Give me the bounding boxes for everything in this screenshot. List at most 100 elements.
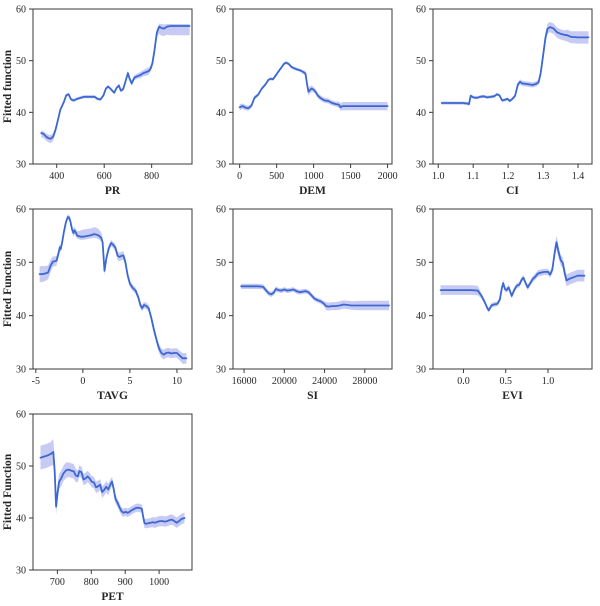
y-tick-label: 40 xyxy=(416,311,426,322)
y-tick-label: 60 xyxy=(16,205,26,216)
subplot-tavg: -5 0 5 10 30 40 50 60 TAVG Fitted Function xyxy=(0,200,200,405)
x-axis-title: PET xyxy=(101,591,124,603)
confidence-band xyxy=(39,214,187,364)
y-tick-label: 40 xyxy=(216,108,226,119)
plot-frame xyxy=(432,208,593,370)
y-tick-label: 30 xyxy=(16,160,26,171)
chart-pr: 400 600 800 30 40 50 60 PR Fitted function xyxy=(2,5,193,197)
y-tick-label: 50 xyxy=(416,258,426,269)
x-tick-label: 5 xyxy=(127,376,132,387)
subplot-ci: 1.0 1.1 1.2 1.3 1.4 30 40 50 60 CI xyxy=(400,0,600,200)
x-tick-label: 1000 xyxy=(149,577,169,588)
x-axis-title: TAVG xyxy=(97,390,128,402)
y-tick-label: 30 xyxy=(216,365,226,376)
x-tick-label: 24000 xyxy=(312,376,337,387)
x-tick-label: 1.2 xyxy=(502,171,514,182)
x-tick-label: -5 xyxy=(32,376,40,387)
y-tick-label: 30 xyxy=(416,160,426,171)
y-axis-title: Fitted Function xyxy=(2,250,14,327)
x-tick-label: 1.1 xyxy=(467,171,480,182)
x-tick-label: 900 xyxy=(118,577,133,588)
x-tick-label: 800 xyxy=(144,171,159,182)
x-tick-label: 0 xyxy=(80,376,85,387)
x-axis-title: SI xyxy=(307,390,318,402)
x-tick-label: 500 xyxy=(269,171,284,182)
trend-line xyxy=(39,451,186,525)
x-tick-label: 20000 xyxy=(272,376,297,387)
x-tick-label: 0.0 xyxy=(457,376,470,387)
x-axis-title: EVI xyxy=(502,390,523,402)
subplot-pr: 400 600 800 30 40 50 60 PR Fitted function xyxy=(0,0,200,200)
y-tick-label: 40 xyxy=(16,311,26,322)
plot-frame xyxy=(32,413,193,571)
y-tick-label: 50 xyxy=(216,258,226,269)
y-tick-label: 60 xyxy=(416,205,426,216)
y-tick-label: 50 xyxy=(416,56,426,67)
chart-dem: 0 500 1000 1500 2000 30 40 50 60 DEM xyxy=(216,5,398,198)
chart-tavg: -5 0 5 10 30 40 50 60 TAVG Fitted Function xyxy=(2,205,193,402)
trend-line xyxy=(240,285,390,308)
y-tick-label: 40 xyxy=(16,514,26,525)
x-tick-label: 1.3 xyxy=(537,171,550,182)
x-tick-label: 1.0 xyxy=(432,171,445,182)
plot-frame xyxy=(232,208,393,370)
trend-line xyxy=(38,216,188,360)
plot-frame xyxy=(32,208,193,370)
plot-frame xyxy=(232,8,393,165)
confidence-band xyxy=(239,61,388,111)
x-tick-label: 1.0 xyxy=(542,376,555,387)
y-tick-label: 30 xyxy=(16,566,26,577)
y-tick-label: 60 xyxy=(216,5,226,16)
confidence-band xyxy=(440,235,585,313)
trend-line xyxy=(440,26,590,105)
x-axis-title: PR xyxy=(105,185,121,197)
trend-line xyxy=(439,241,586,312)
x-tick-label: 700 xyxy=(50,577,65,588)
y-tick-label: 30 xyxy=(416,365,426,376)
x-tick-label: 0.5 xyxy=(499,376,512,387)
y-tick-label: 60 xyxy=(416,5,426,16)
y-tick-label: 60 xyxy=(16,410,26,421)
y-tick-label: 50 xyxy=(216,56,226,67)
y-axis-title: Fitted Function xyxy=(2,453,14,530)
x-tick-label: 0 xyxy=(237,171,242,182)
empty-cell xyxy=(400,405,600,606)
y-tick-label: 30 xyxy=(16,365,26,376)
chart-ci: 1.0 1.1 1.2 1.3 1.4 30 40 50 60 CI xyxy=(416,5,593,197)
chart-evi: 0.0 0.5 1.0 30 40 50 60 EVI xyxy=(416,205,593,402)
x-tick-label: 400 xyxy=(49,171,64,182)
subplot-evi: 0.0 0.5 1.0 30 40 50 60 EVI xyxy=(400,200,600,405)
chart-pet: 700 800 900 1000 30 40 50 60 PET Fitted Function xyxy=(2,410,193,603)
plot-frame xyxy=(432,8,593,165)
y-tick-label: 40 xyxy=(16,108,26,119)
empty-cell xyxy=(200,405,400,606)
plot-frame xyxy=(32,8,193,165)
x-tick-label: 16000 xyxy=(232,376,257,387)
trend-line xyxy=(40,25,191,140)
y-tick-label: 30 xyxy=(216,160,226,171)
y-axis-title: Fitted function xyxy=(2,49,14,123)
y-tick-label: 60 xyxy=(216,205,226,216)
x-tick-label: 1000 xyxy=(304,171,324,182)
subplot-pet: 700 800 900 1000 30 40 50 60 PET Fitted Function xyxy=(0,405,200,606)
confidence-band xyxy=(41,23,190,144)
subplot-dem: 0 500 1000 1500 2000 30 40 50 60 DEM xyxy=(200,0,400,200)
y-tick-label: 40 xyxy=(416,108,426,119)
x-tick-label: 1.4 xyxy=(572,171,585,182)
y-tick-label: 50 xyxy=(16,258,26,269)
y-tick-label: 50 xyxy=(16,56,26,67)
chart-si: 16000 20000 24000 28000 30 40 50 60 SI xyxy=(216,205,393,402)
x-tick-label: 2000 xyxy=(378,171,398,182)
y-tick-label: 50 xyxy=(16,462,26,473)
x-axis-title: DEM xyxy=(299,185,326,197)
trend-line xyxy=(238,61,389,110)
x-tick-label: 800 xyxy=(84,577,99,588)
x-tick-label: 1500 xyxy=(341,171,361,182)
x-axis-title: CI xyxy=(506,185,519,197)
y-tick-label: 60 xyxy=(16,5,26,16)
x-tick-label: 10 xyxy=(172,376,182,387)
subplot-si: 16000 20000 24000 28000 30 40 50 60 SI xyxy=(200,200,400,405)
y-tick-label: 40 xyxy=(216,311,226,322)
x-tick-label: 600 xyxy=(97,171,112,182)
